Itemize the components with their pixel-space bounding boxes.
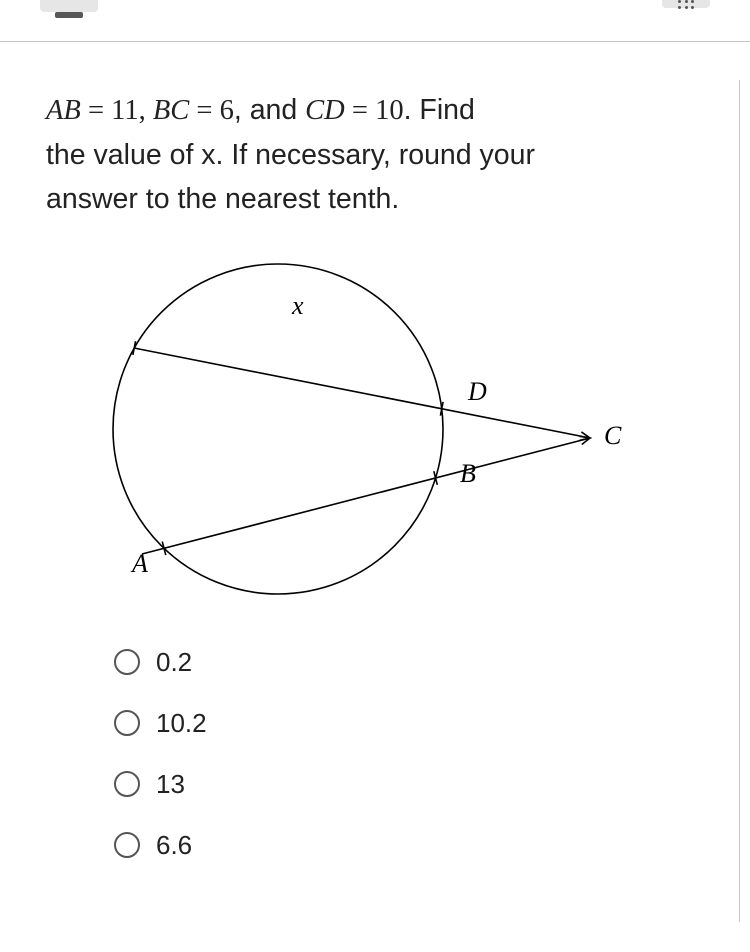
option-label: 0.2 [156, 647, 192, 678]
svg-text:A: A [130, 549, 148, 578]
option-c[interactable]: 13 [114, 769, 706, 800]
radio-icon [114, 771, 140, 797]
answer-options: 0.2 10.2 13 6.6 [114, 647, 706, 861]
svg-text:B: B [460, 459, 476, 488]
seg-AB: AB [46, 95, 81, 126]
seg-BC: BC [153, 95, 189, 126]
problem-statement: AB = 11, BC = 6, and CD = 10. Find the v… [46, 88, 706, 222]
secant-diagram: x D C B A [60, 250, 706, 615]
toolbar-button-left[interactable] [40, 0, 98, 12]
toolbar-button-right[interactable] [662, 0, 710, 8]
problem-line3: answer to the nearest tenth. [46, 183, 399, 215]
question-content: AB = 11, BC = 6, and CD = 10. Find the v… [0, 42, 750, 952]
option-d[interactable]: 6.6 [114, 830, 706, 861]
radio-icon [114, 649, 140, 675]
option-a[interactable]: 0.2 [114, 647, 706, 678]
radio-icon [114, 710, 140, 736]
svg-text:x: x [291, 291, 304, 320]
svg-text:C: C [604, 421, 622, 450]
option-label: 10.2 [156, 708, 207, 739]
minus-icon [55, 12, 83, 18]
option-label: 6.6 [156, 830, 192, 861]
option-label: 13 [156, 769, 185, 800]
problem-line2: the value of x. If necessary, round your [46, 139, 535, 171]
option-b[interactable]: 10.2 [114, 708, 706, 739]
seg-CD: CD [305, 95, 345, 126]
grid-dots-icon [675, 0, 697, 12]
svg-text:D: D [467, 377, 487, 406]
radio-icon [114, 832, 140, 858]
top-toolbar [0, 0, 750, 42]
